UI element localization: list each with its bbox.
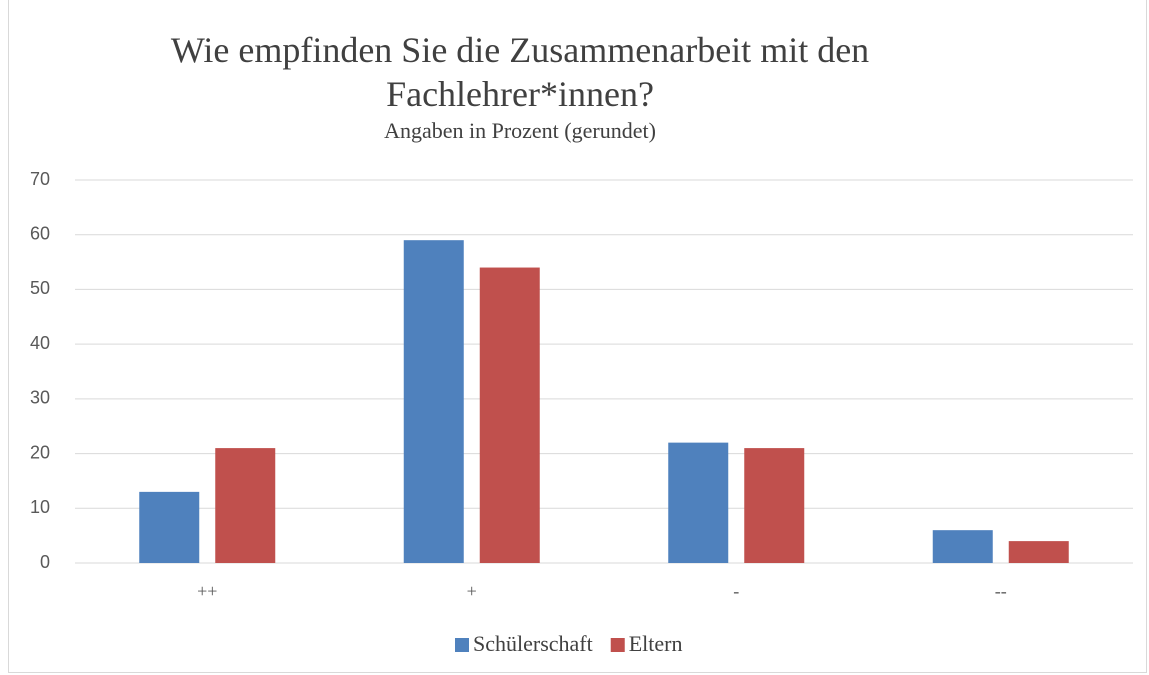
y-tick-label: 10: [30, 497, 50, 517]
x-tick-label: --: [995, 581, 1007, 601]
y-tick-label: 20: [30, 442, 50, 462]
x-tick-label: +: [467, 581, 477, 601]
legend-label: Eltern: [629, 631, 683, 656]
y-tick-label: 40: [30, 333, 50, 353]
y-tick-label: 60: [30, 223, 50, 243]
bar: [744, 448, 805, 563]
bar: [668, 442, 729, 563]
y-tick-label: 50: [30, 278, 50, 298]
chart-title: Wie empfinden Sie die Zusammenarbeit mit…: [170, 30, 870, 114]
x-tick-label: ++: [197, 581, 217, 601]
bar: [215, 448, 276, 563]
x-tick-label: -: [733, 581, 739, 601]
y-tick-label: 30: [30, 388, 50, 408]
legend-label: Schülerschaft: [473, 631, 593, 656]
bar: [1008, 541, 1069, 563]
bar: [139, 491, 200, 563]
legend-swatch: [455, 638, 469, 652]
bar: [932, 530, 993, 563]
chart-subtitle: Angaben in Prozent (gerundet): [384, 118, 656, 143]
bar: [479, 267, 540, 563]
bar: [403, 240, 464, 563]
legend-swatch: [610, 638, 625, 652]
y-tick-label: 70: [30, 169, 50, 189]
y-tick-label: 0: [40, 552, 50, 572]
chart-frame: [8, 0, 1147, 673]
